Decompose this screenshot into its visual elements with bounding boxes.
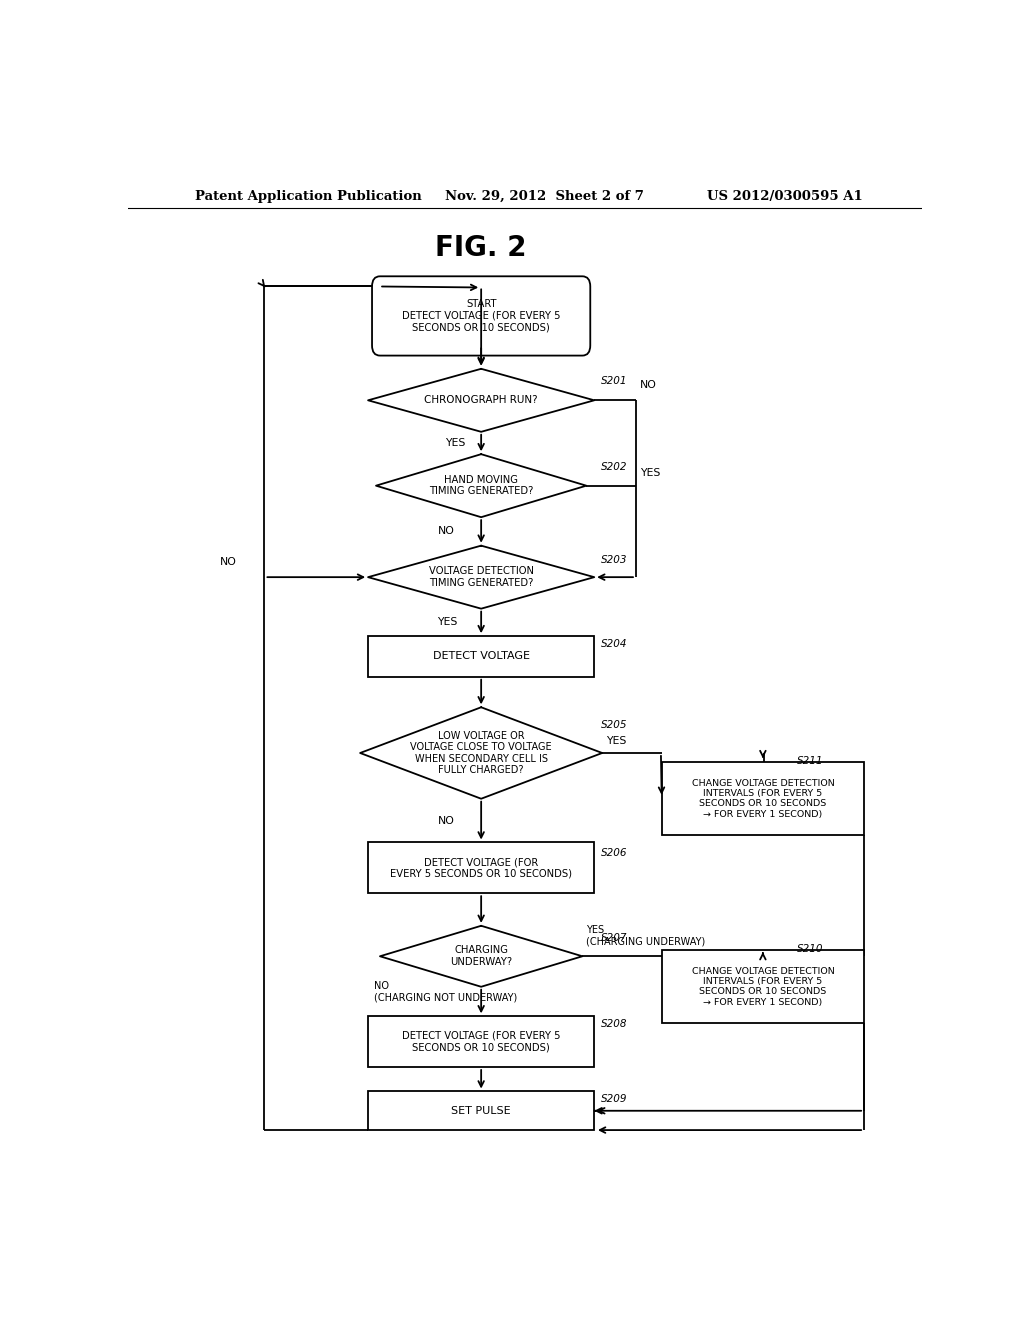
Text: VOLTAGE DETECTION
TIMING GENERATED?: VOLTAGE DETECTION TIMING GENERATED? (429, 566, 534, 587)
Text: YES: YES (606, 735, 627, 746)
Text: CHANGE VOLTAGE DETECTION
INTERVALS (FOR EVERY 5
SECONDS OR 10 SECONDS
→ FOR EVER: CHANGE VOLTAGE DETECTION INTERVALS (FOR … (691, 966, 835, 1007)
Bar (368, 1092, 594, 1130)
Text: DETECT VOLTAGE: DETECT VOLTAGE (433, 652, 529, 661)
Text: FIG. 2: FIG. 2 (435, 234, 527, 261)
Text: START
DETECT VOLTAGE (FOR EVERY 5
SECONDS OR 10 SECONDS): START DETECT VOLTAGE (FOR EVERY 5 SECOND… (401, 300, 560, 333)
Text: NO: NO (437, 816, 455, 825)
Text: DETECT VOLTAGE (FOR EVERY 5
SECONDS OR 10 SECONDS): DETECT VOLTAGE (FOR EVERY 5 SECONDS OR 1… (401, 1031, 560, 1052)
Text: YES: YES (437, 618, 458, 627)
Text: S206: S206 (601, 847, 628, 858)
Text: NO: NO (437, 527, 455, 536)
Text: S202: S202 (601, 462, 628, 473)
Bar (662, 762, 864, 836)
Text: NO
(CHARGING NOT UNDERWAY): NO (CHARGING NOT UNDERWAY) (374, 981, 517, 1002)
Text: HAND MOVING
TIMING GENERATED?: HAND MOVING TIMING GENERATED? (429, 475, 534, 496)
Text: CHANGE VOLTAGE DETECTION
INTERVALS (FOR EVERY 5
SECONDS OR 10 SECONDS
→ FOR EVER: CHANGE VOLTAGE DETECTION INTERVALS (FOR … (691, 779, 835, 818)
Text: S201: S201 (601, 376, 628, 385)
Text: S205: S205 (601, 719, 628, 730)
Text: Nov. 29, 2012  Sheet 2 of 7: Nov. 29, 2012 Sheet 2 of 7 (445, 190, 644, 202)
Bar (368, 1016, 594, 1067)
Text: S209: S209 (601, 1093, 628, 1104)
Text: NO: NO (640, 380, 656, 389)
Text: US 2012/0300595 A1: US 2012/0300595 A1 (708, 190, 863, 202)
Text: NO: NO (220, 557, 237, 566)
Text: S204: S204 (601, 639, 628, 649)
Text: S208: S208 (601, 1019, 628, 1030)
Text: Patent Application Publication: Patent Application Publication (196, 190, 422, 202)
Text: S203: S203 (601, 554, 628, 565)
Text: SET PULSE: SET PULSE (452, 1106, 511, 1115)
Bar (368, 842, 594, 894)
Bar (662, 950, 864, 1023)
Text: LOW VOLTAGE OR
VOLTAGE CLOSE TO VOLTAGE
WHEN SECONDARY CELL IS
FULLY CHARGED?: LOW VOLTAGE OR VOLTAGE CLOSE TO VOLTAGE … (411, 730, 552, 775)
Text: CHARGING
UNDERWAY?: CHARGING UNDERWAY? (451, 945, 512, 968)
Text: S207: S207 (601, 933, 628, 942)
Text: S210: S210 (797, 944, 823, 954)
Text: DETECT VOLTAGE (FOR
EVERY 5 SECONDS OR 10 SECONDS): DETECT VOLTAGE (FOR EVERY 5 SECONDS OR 1… (390, 857, 572, 879)
Text: YES: YES (640, 469, 660, 478)
Text: S211: S211 (797, 756, 823, 766)
Bar (368, 636, 594, 677)
Text: YES
(CHARGING UNDERWAY): YES (CHARGING UNDERWAY) (587, 925, 706, 946)
FancyBboxPatch shape (372, 276, 590, 355)
Text: CHRONOGRAPH RUN?: CHRONOGRAPH RUN? (424, 395, 538, 405)
Text: YES: YES (445, 438, 466, 447)
